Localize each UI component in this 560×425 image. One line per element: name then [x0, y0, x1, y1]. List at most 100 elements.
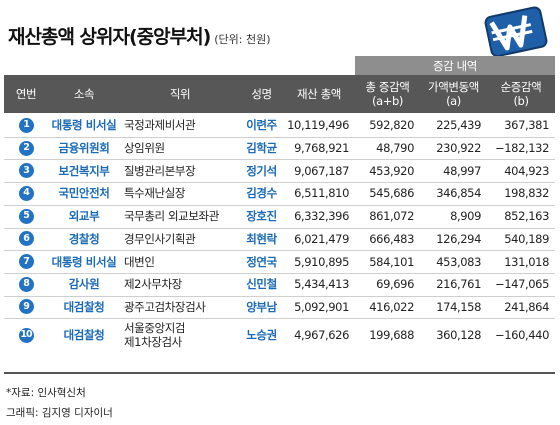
cell-text: −147,065	[495, 277, 549, 292]
table-cell: 대변인	[120, 250, 240, 273]
table-cell: 국정과제비서관	[120, 114, 240, 137]
table-cell: 174,158	[420, 296, 487, 319]
column-header: 소속	[48, 75, 120, 113]
table-cell: 5	[4, 205, 48, 228]
cell-text: 6,021,479	[294, 231, 349, 246]
cell-text: 국민안전처	[58, 186, 110, 201]
cell-text: 545,686	[369, 186, 414, 201]
cell-text: 69,696	[376, 277, 414, 292]
cell-text: 대통령 비서실	[51, 254, 117, 269]
column-header: 순증감액 (b)	[487, 75, 555, 113]
table-cell: 5,434,413	[283, 273, 355, 296]
table-cell: 4,967,626	[283, 318, 355, 352]
table-cell: −147,065	[487, 273, 555, 296]
table-cell: 9	[4, 296, 48, 319]
table-cell: 노승권	[240, 318, 283, 352]
cell-text: 성명	[251, 87, 272, 101]
table-cell: 852,163	[487, 205, 555, 228]
cell-text: 대검찰청	[63, 328, 105, 343]
table-cell: −160,440	[487, 318, 555, 352]
row-number: 10	[18, 327, 34, 343]
table-cell: 404,923	[487, 159, 555, 182]
table-cell: 8,909	[420, 205, 487, 228]
table-cell: 6	[4, 228, 48, 251]
table-cell: 216,761	[420, 273, 487, 296]
table-cell: 4	[4, 182, 48, 205]
table-cell: 241,864	[487, 296, 555, 319]
cell-text: 광주고검차장검사	[124, 299, 206, 314]
table-cell: 1	[4, 114, 48, 137]
cell-text: 김경수	[246, 186, 277, 201]
cell-text: 대통령 비서실	[51, 118, 117, 133]
table-cell: 6,021,479	[283, 228, 355, 251]
cell-text: 이련주	[246, 118, 277, 133]
cell-text: 126,294	[436, 231, 481, 246]
cell-text: (b)	[513, 94, 529, 108]
row-separator	[4, 318, 555, 320]
table-cell: 신민철	[240, 273, 283, 296]
table-cell: 416,022	[355, 296, 420, 319]
table-cell: 정기석	[240, 159, 283, 182]
cell-text: 연번	[15, 87, 37, 101]
cell-text: 9,768,921	[294, 141, 349, 156]
row-number: 6	[18, 231, 34, 247]
table-cell: 360,128	[420, 318, 487, 352]
cell-text: 346,854	[436, 186, 481, 201]
cell-text: 최현락	[246, 231, 277, 246]
row-separator	[4, 295, 555, 297]
cell-text: 852,163	[504, 209, 549, 224]
table-cell: 장호진	[240, 205, 283, 228]
cell-text: 861,072	[369, 209, 414, 224]
table-cell: 경찰청	[48, 228, 120, 251]
table-cell: 외교부	[48, 205, 120, 228]
cell-text: 금융위원회	[58, 141, 110, 156]
cell-text: 216,761	[436, 277, 481, 292]
cell-text: 198,832	[504, 186, 549, 201]
column-header: 재산 총액	[283, 75, 355, 113]
table-cell: 198,832	[487, 182, 555, 205]
table-cell: 국민안전처	[48, 182, 120, 205]
cell-text: 서울중앙지검	[124, 321, 186, 336]
cell-text: −160,440	[495, 328, 549, 343]
column-header: 성명	[240, 75, 283, 113]
cell-text: 가액변동액	[428, 80, 479, 94]
cell-text: 외교부	[68, 209, 100, 224]
cell-text: 경무인사기획관	[124, 231, 196, 246]
table-cell: 453,920	[355, 159, 420, 182]
row-number: 7	[18, 254, 34, 270]
table-cell: 6,332,396	[283, 205, 355, 228]
cell-text: 순증감액	[500, 80, 542, 94]
column-header: 총 증감액 (a+b)	[355, 75, 420, 113]
cell-text: 666,483	[369, 231, 414, 246]
row-number: 1	[18, 117, 34, 133]
cell-text: 9,067,187	[294, 163, 349, 178]
cell-text: 제1차장검사	[124, 335, 182, 350]
table-cell: 특수재난실장	[120, 182, 240, 205]
cell-text: 230,922	[436, 141, 481, 156]
cell-text: 노승권	[246, 328, 277, 343]
table-cell: 5,910,895	[283, 250, 355, 273]
table-cell: 광주고검차장검사	[120, 296, 240, 319]
cell-text: 상임위원	[124, 141, 165, 156]
header-bg	[4, 75, 555, 113]
table-cell: 861,072	[355, 205, 420, 228]
table-cell: 8	[4, 273, 48, 296]
table-cell: 금융위원회	[48, 137, 120, 160]
table-cell: 대검찰청	[48, 318, 120, 352]
table-cell: 453,083	[420, 250, 487, 273]
cell-text: 국무총리 외교보좌관	[124, 209, 219, 224]
cell-text: 신민철	[246, 277, 277, 292]
row-separator	[4, 136, 555, 138]
table-cell: 540,189	[487, 228, 555, 251]
table-cell: 대통령 비서실	[48, 114, 120, 137]
row-separator	[4, 182, 555, 184]
cell-text: 제2사무차장	[124, 277, 182, 292]
group-header: 증감 내역	[433, 58, 477, 73]
row-number: 5	[18, 208, 34, 224]
table-cell: 상임위원	[120, 137, 240, 160]
table-cell: 48,790	[355, 137, 420, 160]
table-cell: 질병관리본부장	[120, 159, 240, 182]
cell-text: 404,923	[504, 163, 549, 178]
cell-text: 정연국	[246, 254, 277, 269]
